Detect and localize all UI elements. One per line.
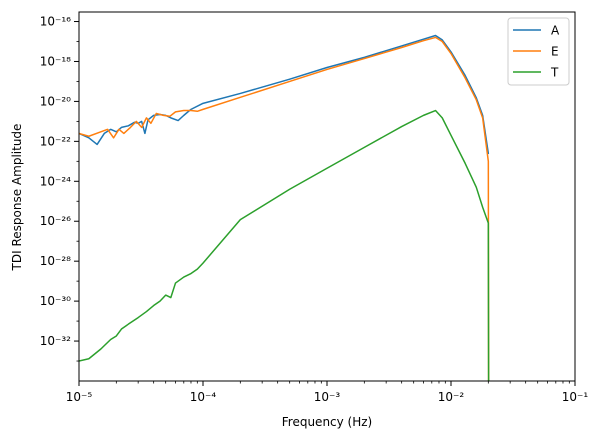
- x-tick-label: 10⁻¹: [562, 390, 589, 404]
- legend-label-a: A: [551, 24, 560, 38]
- plot-area: [78, 11, 576, 382]
- y-tick-label: 10⁻¹⁶: [40, 15, 71, 29]
- y-tick-label: 10⁻²²: [40, 134, 71, 148]
- legend-label-t: T: [550, 66, 559, 80]
- y-tick-label: 10⁻³⁰: [40, 294, 71, 308]
- y-axis: 10⁻¹⁶ 10⁻¹⁸ 10⁻²⁰ 10⁻²² 10⁻²⁴ 10⁻²⁶ 10⁻²⁸ 10⁻³⁰…: [40, 15, 79, 362]
- series-layer: [79, 34, 490, 381]
- x-axis: 10⁻⁵ 10⁻⁴ 10⁻³ 10⁻² 10⁻¹: [66, 381, 589, 404]
- x-tick-label: 10⁻²: [438, 390, 465, 404]
- y-axis-title: TDI Response Amplitude: [10, 124, 24, 272]
- y-tick-label: 10⁻²⁰: [40, 94, 71, 108]
- series-line-t: [79, 109, 490, 381]
- x-tick-label: 10⁻⁵: [66, 390, 93, 404]
- series-line-a: [79, 34, 490, 155]
- legend: AET: [507, 17, 570, 86]
- series-line-e: [79, 36, 490, 381]
- y-tick-label: 10⁻¹⁸: [40, 54, 71, 68]
- x-tick-label: 10⁻³: [314, 390, 341, 404]
- x-axis-title: Frequency (Hz): [282, 415, 373, 429]
- x-tick-label: 10⁻⁴: [190, 390, 217, 404]
- y-tick-label: 10⁻²⁶: [40, 214, 71, 228]
- y-tick-label: 10⁻²⁸: [40, 254, 71, 268]
- y-tick-label: 10⁻²⁴: [40, 174, 71, 188]
- y-tick-label: 10⁻³²: [40, 334, 71, 348]
- legend-label-e: E: [551, 45, 559, 59]
